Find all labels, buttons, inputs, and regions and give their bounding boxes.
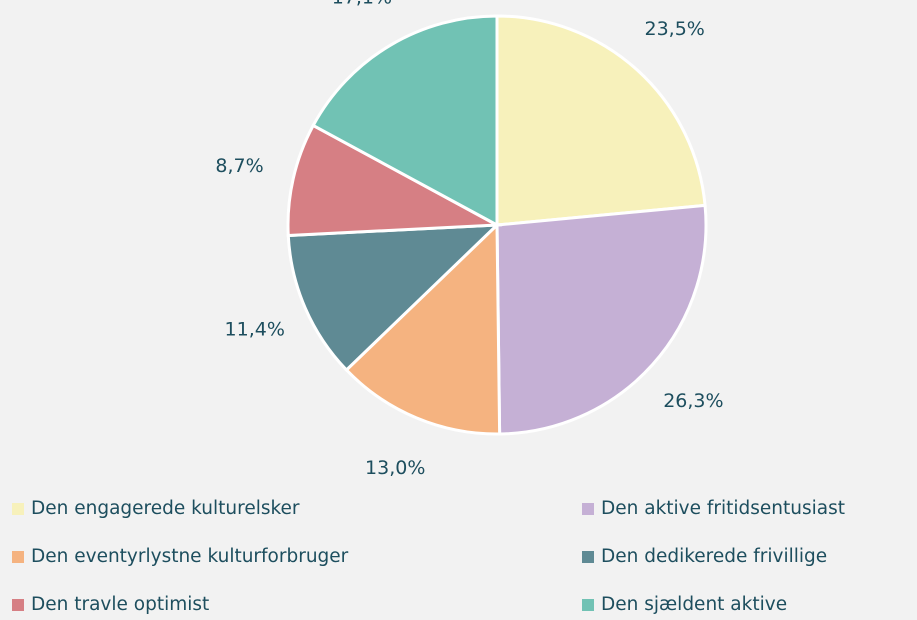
data-label: 17,1% — [332, 0, 392, 9]
legend-swatch — [582, 503, 594, 515]
data-label: 23,5% — [644, 18, 704, 40]
legend-swatch — [12, 503, 24, 515]
legend: Den engagerede kulturelsker Den aktive fr… — [12, 498, 845, 615]
legend-label: Den dedikerede frivillige — [601, 546, 827, 567]
pie-slice — [495, 14, 707, 227]
data-label: 8,7% — [215, 155, 263, 177]
legend-label: Den aktive fritidsentusiast — [601, 498, 845, 519]
pie-slice — [344, 221, 502, 436]
data-label: 13,0% — [365, 457, 425, 479]
legend-swatch — [12, 551, 24, 563]
legend-swatch — [582, 599, 594, 611]
legend-swatch — [582, 551, 594, 563]
legend-label: Den engagerede kulturelsker — [31, 498, 300, 519]
pie-slice — [286, 123, 503, 238]
legend-label: Den sjældent aktive — [601, 594, 787, 615]
pie-slice — [286, 223, 501, 373]
pie — [286, 14, 708, 436]
legend-swatch — [12, 599, 24, 611]
pie-slice — [311, 14, 499, 228]
legend-label: Den eventyrlystne kulturforbruger — [31, 546, 349, 567]
data-labels: 23,5% 26,3% 13,0% 11,4% 8,7% 17,1% — [215, 0, 723, 479]
pie-slice — [495, 203, 708, 436]
data-label: 11,4% — [225, 318, 285, 340]
data-label: 26,3% — [663, 390, 723, 412]
legend-label: Den travle optimist — [31, 594, 209, 615]
